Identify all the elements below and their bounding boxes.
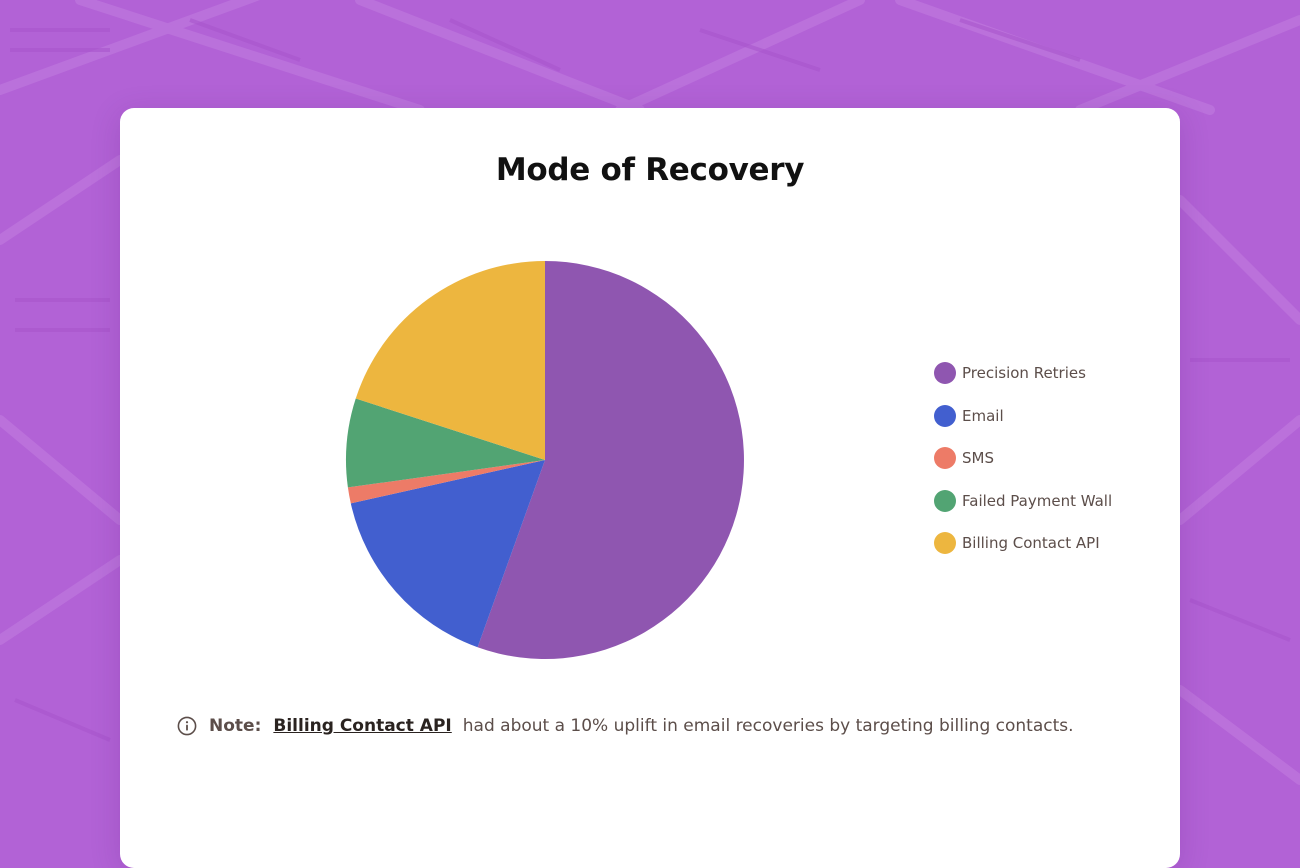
pie-slice-precision-retries[interactable] xyxy=(477,261,744,659)
info-icon xyxy=(177,716,197,736)
legend-item-precision-retries[interactable]: Precision Retries xyxy=(934,362,1112,384)
pie-slice-billing-contact-api[interactable] xyxy=(355,261,545,460)
legend-label: SMS xyxy=(962,449,994,467)
legend-swatch xyxy=(934,489,956,512)
chart-title: Mode of Recovery xyxy=(495,152,805,188)
legend-label: Email xyxy=(962,406,1004,425)
legend-label: Billing Contact API xyxy=(962,534,1100,552)
pie-chart xyxy=(346,261,744,659)
pie-slice-sms[interactable] xyxy=(347,460,545,504)
legend-swatch xyxy=(934,532,956,554)
legend-item-failed-payment-wall[interactable]: Failed Payment Wall xyxy=(934,489,1113,512)
legend-swatch xyxy=(934,404,956,427)
legend-swatch xyxy=(934,447,956,469)
legend-item-sms[interactable]: SMS xyxy=(934,447,1112,469)
legend-swatch xyxy=(934,362,956,384)
legend-item-billing-contact-api[interactable]: Billing Contact API xyxy=(934,532,1112,554)
pie-slice-failed-payment-wall[interactable] xyxy=(346,398,545,488)
chart-legend: Precision Retries Email SMS Failed Payment … xyxy=(934,362,1112,575)
legend-item-email[interactable]: Email xyxy=(934,404,1112,427)
billing-contact-api-link[interactable]: Billing Contact API xyxy=(273,716,452,736)
note: Note: Billing Contact API had about a 10… xyxy=(177,716,1074,736)
pie-slice-email[interactable] xyxy=(350,460,545,648)
background-pattern xyxy=(0,0,1300,785)
note-prefix: Note: xyxy=(209,716,262,736)
chart-card: Mode of Recovery Precision Retries Email S… xyxy=(120,108,1180,868)
note-text: had about a 10% uplift in email recoveri… xyxy=(462,716,1074,736)
legend-label: Precision Retries xyxy=(962,364,1086,382)
legend-label: Failed Payment Wall xyxy=(962,491,1113,510)
